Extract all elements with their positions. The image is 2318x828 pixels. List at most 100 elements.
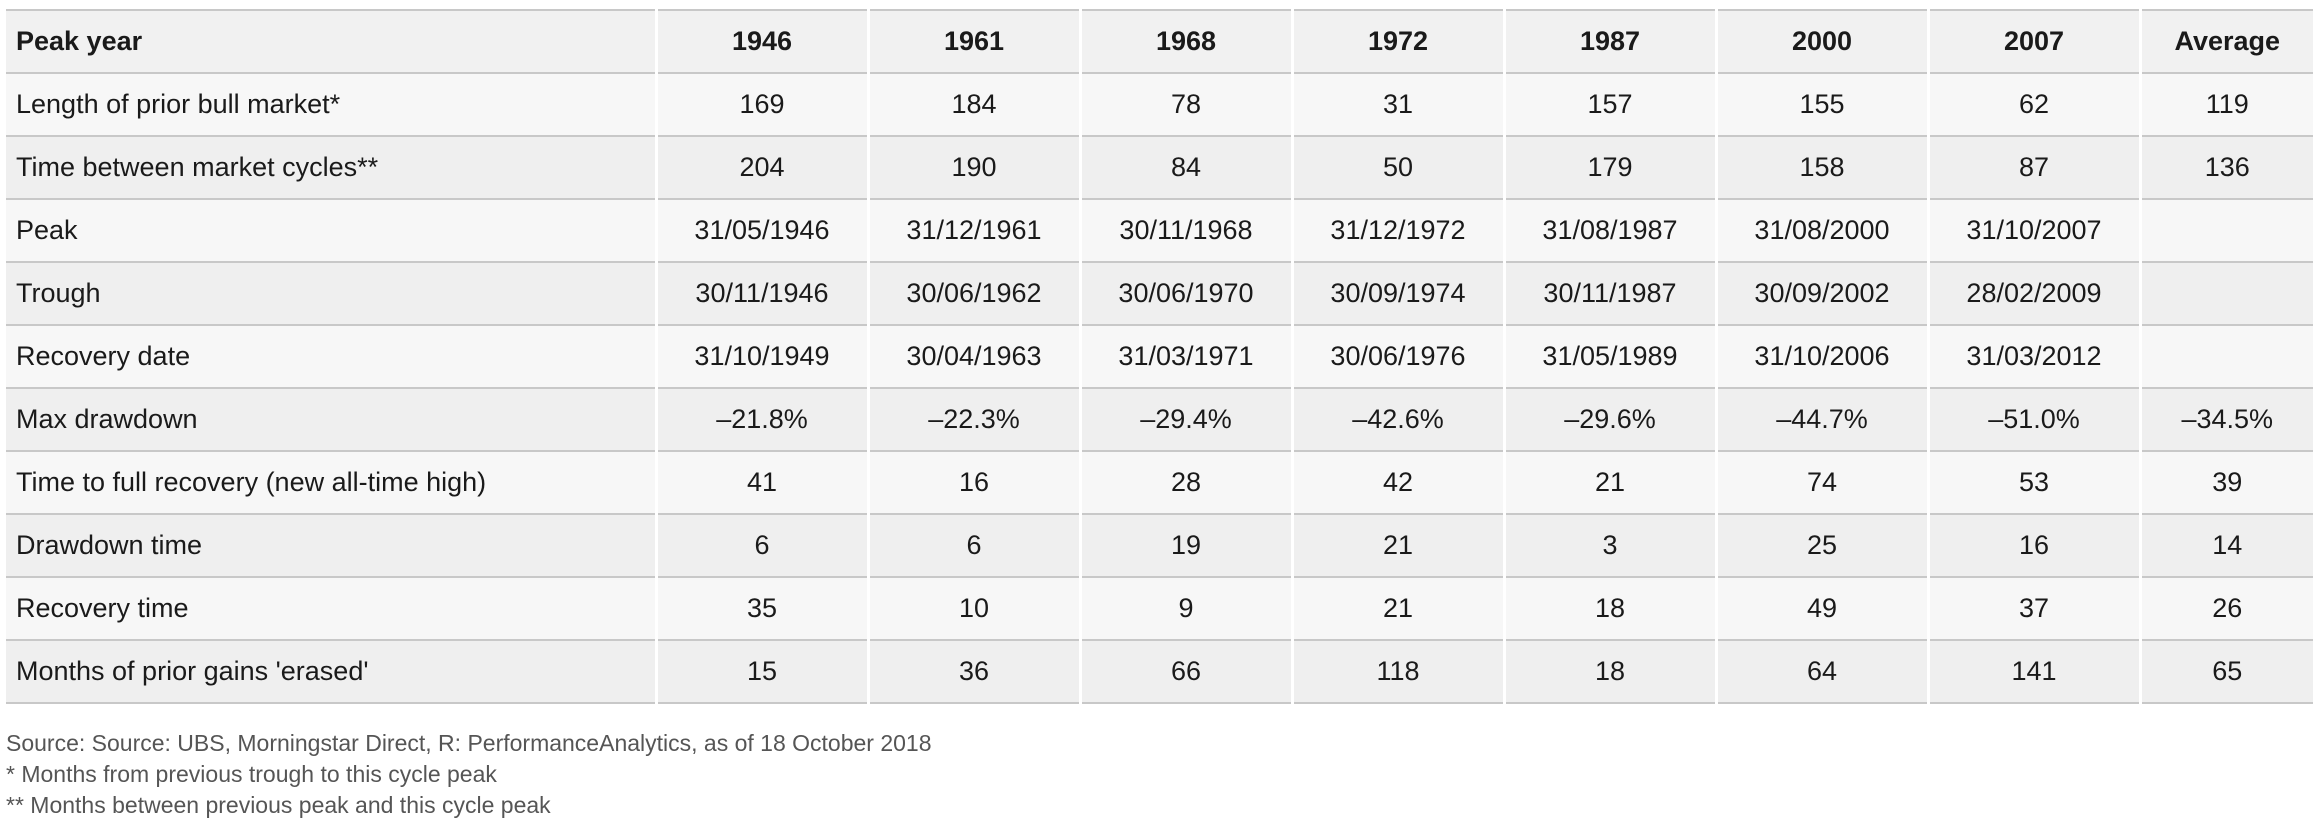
table-cell: 31/10/2007 (1926, 198, 2140, 263)
table-cell: 78 (1078, 72, 1292, 137)
table-cell: 31/03/1971 (1078, 324, 1292, 389)
table-cell: 41 (654, 450, 868, 515)
table-cell: 141 (1926, 639, 2140, 704)
table-cell: 39 (2138, 450, 2313, 515)
table-row: Peak 31/05/1946 31/12/1961 30/11/1968 31/12/… (6, 198, 2313, 263)
table-header-row: Peak year 1946 1961 1968 1972 1987 2000 … (6, 9, 2313, 74)
table-cell: 118 (1290, 639, 1504, 704)
table-body: Length of prior bull market* 169 184 78 31 15… (6, 72, 2313, 704)
header-1972: 1972 (1290, 9, 1504, 74)
table-cell: –34.5% (2138, 387, 2313, 452)
header-2000: 2000 (1714, 9, 1928, 74)
table-cell: 35 (654, 576, 868, 641)
table-cell: 53 (1926, 450, 2140, 515)
row-label: Drawdown time (6, 513, 656, 578)
table-cell: 25 (1714, 513, 1928, 578)
table-cell: 158 (1714, 135, 1928, 200)
table-cell: –51.0% (1926, 387, 2140, 452)
table-cell: 64 (1714, 639, 1928, 704)
table-cell: 28 (1078, 450, 1292, 515)
table-cell: 136 (2138, 135, 2313, 200)
row-label: Trough (6, 261, 656, 326)
table-cell: 184 (866, 72, 1080, 137)
table-cell: 31/12/1961 (866, 198, 1080, 263)
table-row: Time between market cycles** 204 190 84 50 17… (6, 135, 2313, 200)
row-label: Months of prior gains 'erased' (6, 639, 656, 704)
table-cell: 30/06/1962 (866, 261, 1080, 326)
table-cell: 15 (654, 639, 868, 704)
table-cell (2138, 261, 2313, 326)
table-cell: 30/09/1974 (1290, 261, 1504, 326)
table-cell: 31/10/1949 (654, 324, 868, 389)
table-row: Drawdown time 6 6 19 21 3 25 16 14 (6, 513, 2313, 578)
table-cell (2138, 324, 2313, 389)
table-cell: 30/11/1987 (1502, 261, 1716, 326)
table-cell: 36 (866, 639, 1080, 704)
table-cell: –29.4% (1078, 387, 1292, 452)
row-label: Recovery date (6, 324, 656, 389)
table-cell: 31/05/1989 (1502, 324, 1716, 389)
header-peak-year: Peak year (6, 9, 656, 74)
table-cell: 31/08/2000 (1714, 198, 1928, 263)
table-row: Months of prior gains 'erased' 15 36 66 118 1… (6, 639, 2313, 704)
table-cell: 14 (2138, 513, 2313, 578)
row-label: Max drawdown (6, 387, 656, 452)
footnotes: Source: Source: UBS, Morningstar Direct,… (6, 728, 932, 821)
table-cell: 3 (1502, 513, 1716, 578)
table-cell: 30/06/1976 (1290, 324, 1504, 389)
table-row: Recovery date 31/10/1949 30/04/1963 31/03/1… (6, 324, 2313, 389)
table-cell: 30/04/1963 (866, 324, 1080, 389)
table-cell: 50 (1290, 135, 1504, 200)
row-label: Length of prior bull market* (6, 72, 656, 137)
table-cell: –29.6% (1502, 387, 1716, 452)
table-cell: 37 (1926, 576, 2140, 641)
table-cell: 10 (866, 576, 1080, 641)
table-cell: 26 (2138, 576, 2313, 641)
table-row: Max drawdown –21.8% –22.3% –29.4% –42.6% –29.… (6, 387, 2313, 452)
table-cell: 6 (866, 513, 1080, 578)
header-1987: 1987 (1502, 9, 1716, 74)
row-label: Recovery time (6, 576, 656, 641)
table-cell: 157 (1502, 72, 1716, 137)
table-cell: 42 (1290, 450, 1504, 515)
table-cell: 31/05/1946 (654, 198, 868, 263)
table-cell: 31/03/2012 (1926, 324, 2140, 389)
table-cell (2138, 198, 2313, 263)
row-label: Time to full recovery (new all-time high… (6, 450, 656, 515)
table-cell: 28/02/2009 (1926, 261, 2140, 326)
footnote-market-cycles: ** Months between previous peak and this… (6, 792, 551, 818)
table-cell: 30/11/1946 (654, 261, 868, 326)
table-cell: 21 (1290, 513, 1504, 578)
table-row: Recovery time 35 10 9 21 18 49 37 26 (6, 576, 2313, 641)
table-cell: 30/11/1968 (1078, 198, 1292, 263)
table-cell: 179 (1502, 135, 1716, 200)
table-cell: 19 (1078, 513, 1292, 578)
source-note: Source: Source: UBS, Morningstar Direct,… (6, 730, 932, 756)
table-cell: 31/10/2006 (1714, 324, 1928, 389)
table-cell: –22.3% (866, 387, 1080, 452)
table-cell: 87 (1926, 135, 2140, 200)
table-cell: 16 (1926, 513, 2140, 578)
table-row: Time to full recovery (new all-time high… (6, 450, 2313, 515)
table-cell: 119 (2138, 72, 2313, 137)
drawdown-table-container: Peak year 1946 1961 1968 1972 1987 2000 … (6, 9, 2313, 704)
header-1946: 1946 (654, 9, 868, 74)
table-row: Trough 30/11/1946 30/06/1962 30/06/1970 30/0… (6, 261, 2313, 326)
table-cell: 169 (654, 72, 868, 137)
table-cell: –21.8% (654, 387, 868, 452)
table-cell: 31 (1290, 72, 1504, 137)
drawdown-table: Peak year 1946 1961 1968 1972 1987 2000 … (6, 9, 2313, 704)
table-cell: 62 (1926, 72, 2140, 137)
table-cell: 30/06/1970 (1078, 261, 1292, 326)
table-cell: 16 (866, 450, 1080, 515)
table-cell: 21 (1290, 576, 1504, 641)
table-cell: 9 (1078, 576, 1292, 641)
table-cell: 21 (1502, 450, 1716, 515)
table-cell: –42.6% (1290, 387, 1504, 452)
table-cell: 204 (654, 135, 868, 200)
table-cell: 155 (1714, 72, 1928, 137)
header-1961: 1961 (866, 9, 1080, 74)
header-average: Average (2138, 9, 2313, 74)
table-cell: 6 (654, 513, 868, 578)
table-cell: 31/12/1972 (1290, 198, 1504, 263)
